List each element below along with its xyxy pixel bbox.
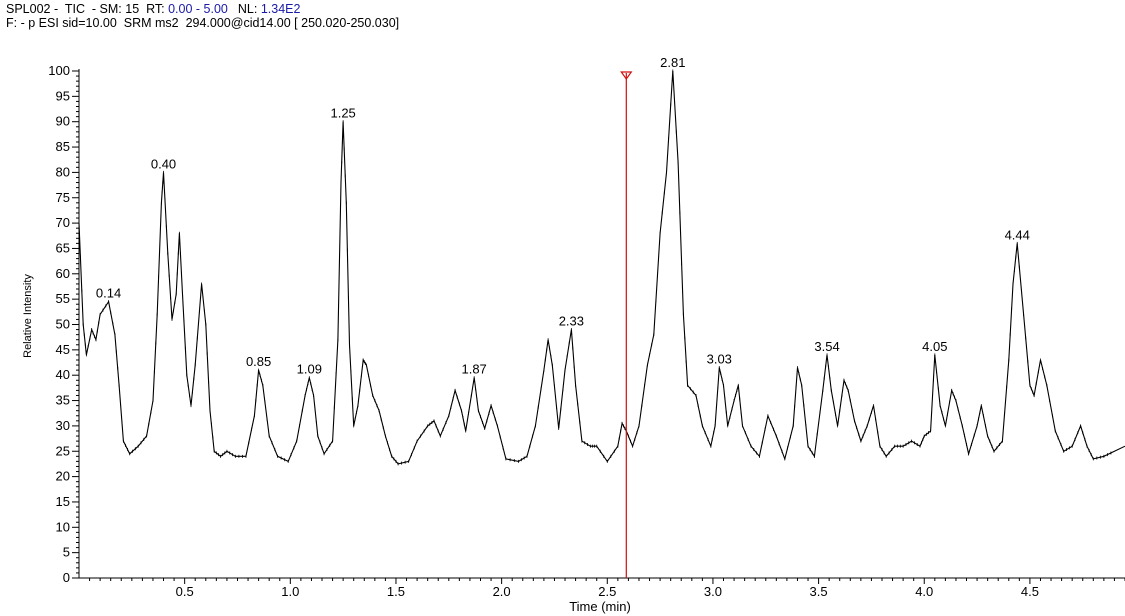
- y-tick-label: 70: [56, 215, 70, 230]
- y-tick-label: 20: [56, 469, 70, 484]
- y-tick-label: 80: [56, 164, 70, 179]
- y-tick-label: 35: [56, 393, 70, 408]
- peak-label: 4.44: [1005, 227, 1030, 242]
- chromatogram-trace: [78, 70, 1125, 465]
- x-tick-label: 3.0: [704, 584, 722, 599]
- y-tick-label: 60: [56, 266, 70, 281]
- peak-label-layer: 0.14 0.40 0.85 1.09 1.25 1.87 2.33 2.81 3.03 3.54…: [96, 55, 1030, 377]
- y-tick-label: 40: [56, 367, 70, 382]
- peak-label: 2.33: [559, 314, 584, 329]
- peak-label: 1.09: [297, 362, 322, 377]
- nl-value: 1.34E2: [260, 2, 301, 16]
- peak-label: 2.81: [660, 55, 685, 70]
- peak-label: 0.85: [246, 354, 271, 369]
- x-tick-label: 1.5: [387, 584, 405, 599]
- y-tick-label: 100: [48, 63, 70, 78]
- peak-label: 3.03: [707, 352, 732, 367]
- trace-layer: [78, 69, 1125, 578]
- peak-label: 1.87: [461, 362, 486, 377]
- y-tick-label: 25: [56, 443, 70, 458]
- y-tick-label: 0: [63, 570, 70, 585]
- y-tick-label: 15: [56, 494, 70, 509]
- peak-label: 0.14: [96, 286, 121, 301]
- y-tick-label: 90: [56, 114, 70, 129]
- chromatogram-header-line1: SPL002 - TIC - SM: 15 RT: 0.00 - 5.00 NL:…: [6, 2, 300, 16]
- x-tick-label: 3.5: [810, 584, 828, 599]
- axes: 0 5 10 15 20 25 30 35 40 45 50 55 60 65 70 75 80 85 90 95 10…: [48, 63, 1125, 599]
- y-tick-label: 5: [63, 545, 70, 560]
- rt-range-value: 0.00 - 5.00: [168, 2, 228, 16]
- x-tick-label: 2.0: [493, 584, 511, 599]
- header-prefix: SPL002 - TIC - SM: 15 RT:: [6, 2, 169, 16]
- peak-label: 0.40: [151, 156, 176, 171]
- y-tick-label: 10: [56, 519, 70, 534]
- chromatogram-header-line2: F: - p ESI sid=10.00 SRM ms2 294.000@cid…: [6, 16, 400, 30]
- rt-marker-triangle: [620, 71, 633, 81]
- y-tick-label: 75: [56, 190, 70, 205]
- y-axis-label: Relative Intensity: [22, 274, 34, 358]
- x-tick-label: 0.5: [176, 584, 194, 599]
- y-tick-label: 65: [56, 240, 70, 255]
- x-tick-label: 4.5: [1021, 584, 1039, 599]
- y-tick-label: 30: [56, 418, 70, 433]
- x-tick-label: 4.0: [915, 584, 933, 599]
- x-tick-label: 1.0: [281, 584, 299, 599]
- y-tick-label: 45: [56, 342, 70, 357]
- nl-label: NL:: [237, 2, 261, 16]
- peak-label: 3.54: [814, 339, 839, 354]
- y-tick-label: 95: [56, 88, 70, 103]
- y-tick-label: 85: [56, 139, 70, 154]
- y-tick-label: 55: [56, 291, 70, 306]
- y-tick-label: 50: [56, 317, 70, 332]
- x-axis-label: Time (min): [569, 599, 631, 614]
- peak-label: 4.05: [922, 339, 947, 354]
- x-tick-label: 2.5: [598, 584, 616, 599]
- peak-label: 1.25: [330, 106, 355, 121]
